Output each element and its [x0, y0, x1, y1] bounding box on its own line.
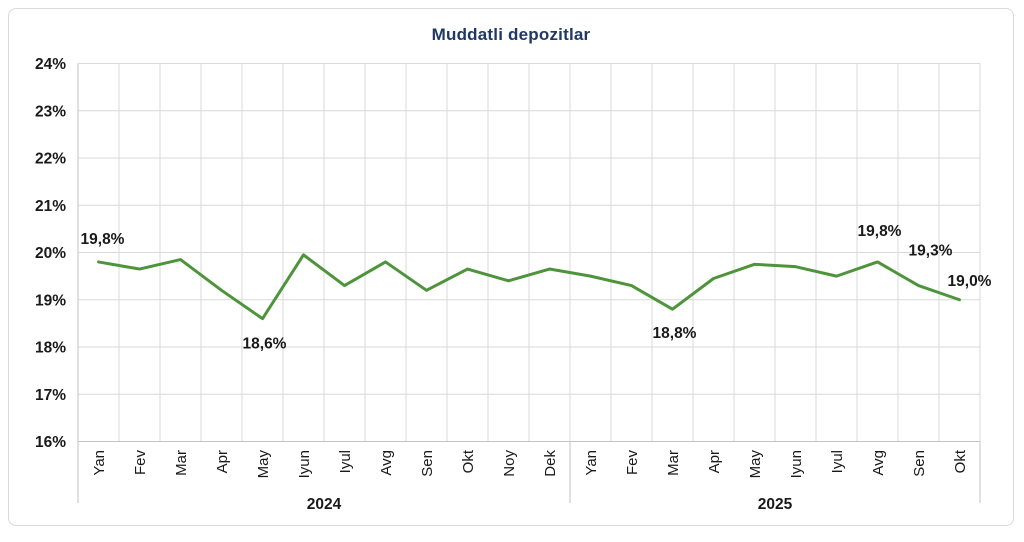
svg-text:18,8%: 18,8%	[653, 325, 697, 342]
svg-text:19,8%: 19,8%	[81, 231, 125, 248]
svg-text:19,0%: 19,0%	[948, 273, 992, 290]
x-axis-labels: Yan Fev Mar Apr May Iyun Iyul Avg Sen Okt Noy Dek 20…	[91, 449, 969, 513]
svg-text:Mar: Mar	[173, 450, 190, 476]
svg-text:May: May	[255, 450, 272, 479]
svg-text:18,6%: 18,6%	[243, 336, 287, 353]
svg-text:Fev: Fev	[132, 450, 149, 476]
svg-text:Apr: Apr	[214, 450, 231, 473]
v-gridlines	[77, 63, 981, 442]
svg-text:Iyun: Iyun	[788, 450, 805, 478]
svg-text:20%: 20%	[35, 245, 66, 262]
svg-text:Iyun: Iyun	[296, 450, 313, 478]
svg-text:16%: 16%	[35, 434, 66, 451]
svg-text:Dek: Dek	[542, 450, 559, 477]
svg-text:Mar: Mar	[665, 450, 682, 476]
axis-lines	[77, 63, 981, 503]
svg-text:18%: 18%	[35, 340, 66, 357]
svg-text:19,3%: 19,3%	[909, 243, 953, 260]
svg-text:17%: 17%	[35, 387, 66, 404]
year-label: 2024	[307, 496, 342, 513]
svg-text:Avg: Avg	[870, 450, 887, 476]
chart-card: Muddatli depozitlar	[8, 8, 1014, 526]
svg-text:Iyul: Iyul	[829, 450, 846, 473]
svg-text:Okt: Okt	[460, 449, 477, 473]
svg-text:Okt: Okt	[952, 449, 969, 473]
svg-text:23%: 23%	[35, 103, 66, 120]
svg-text:Noy: Noy	[501, 450, 518, 477]
svg-text:Iyul: Iyul	[337, 450, 354, 473]
svg-text:Apr: Apr	[706, 450, 723, 473]
svg-text:Sen: Sen	[419, 450, 436, 477]
svg-text:19,8%: 19,8%	[858, 223, 902, 240]
svg-text:Sen: Sen	[911, 450, 928, 477]
svg-text:24%: 24%	[35, 56, 66, 73]
svg-text:Yan: Yan	[91, 450, 108, 476]
chart-title: Muddatli depozitlar	[431, 25, 591, 44]
svg-text:Avg: Avg	[378, 450, 395, 476]
svg-text:Yan: Yan	[583, 450, 600, 476]
y-axis-labels: 16% 17% 18% 19% 20% 21% 22% 23% 24%	[35, 56, 66, 451]
svg-text:22%: 22%	[35, 151, 66, 168]
series-line	[97, 253, 961, 321]
svg-text:19%: 19%	[35, 292, 66, 309]
svg-text:21%: 21%	[35, 198, 66, 215]
year-label: 2025	[758, 496, 793, 513]
svg-text:Fev: Fev	[624, 450, 641, 476]
point-labels: 19,8% 18,6% 18,8% 19,8% 19,3% 19,0%	[81, 223, 992, 353]
svg-text:May: May	[747, 450, 764, 479]
